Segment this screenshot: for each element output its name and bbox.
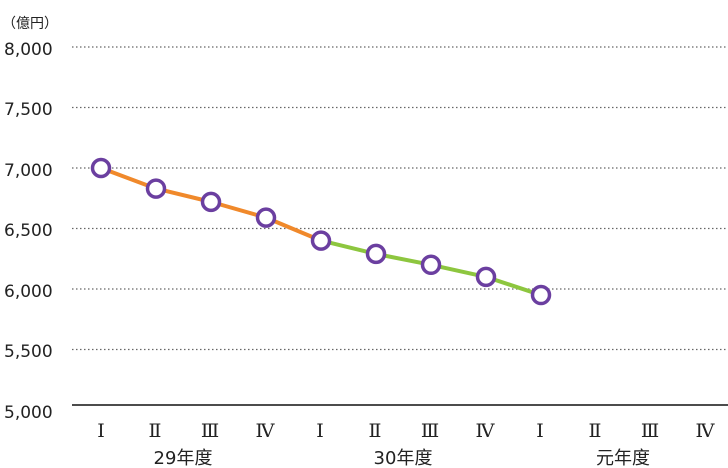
y-tick-label: 6,000: [4, 282, 53, 302]
data-point: [145, 178, 167, 199]
series-markers: [90, 157, 552, 306]
y-tick-label: 5,000: [4, 403, 53, 423]
data-point: [475, 266, 497, 288]
year-label: 元年度: [596, 448, 650, 468]
x-tick-label: Ⅲ: [641, 420, 659, 442]
y-tick-label: 6,500: [4, 221, 53, 241]
data-point: [530, 284, 552, 306]
data-point: [255, 207, 277, 228]
x-tick-label: Ⅲ: [201, 420, 219, 442]
y-tick-label: 7,500: [4, 100, 53, 120]
x-tick-label: Ⅳ: [696, 420, 716, 442]
x-tick-label: Ⅲ: [421, 420, 439, 442]
data-point: [200, 191, 222, 213]
gridlines: [72, 46, 728, 351]
x-tick-label: Ⅰ: [536, 420, 544, 442]
y-tick-label: 5,500: [4, 342, 53, 362]
year-label: 30年度: [374, 448, 433, 468]
data-point: [420, 254, 442, 276]
data-point: [310, 230, 332, 251]
x-tick-label: Ⅱ: [369, 420, 382, 442]
x-axis-year-labels: 29年度 30年度 元年度: [154, 448, 650, 468]
x-tick-label: Ⅱ: [589, 420, 602, 442]
x-axis-quarter-labels: Ⅰ Ⅱ Ⅲ Ⅳ Ⅰ Ⅱ Ⅲ Ⅳ Ⅰ Ⅱ Ⅲ Ⅳ: [97, 420, 715, 442]
x-tick-label: Ⅳ: [476, 420, 496, 442]
data-point: [90, 157, 112, 179]
y-tick-label: 7,000: [4, 161, 53, 181]
year-label: 29年度: [154, 448, 213, 468]
data-point: [365, 243, 387, 265]
y-axis-unit: （億円）: [2, 16, 58, 32]
y-tick-label: 8,000: [4, 40, 53, 60]
x-tick-label: Ⅰ: [97, 420, 105, 442]
x-tick-label: Ⅳ: [256, 420, 276, 442]
x-tick-label: Ⅱ: [149, 420, 162, 442]
y-axis-labels: 8,000 7,500 7,000 6,500 6,000 5,500 5,00…: [4, 40, 53, 423]
x-tick-label: Ⅰ: [316, 420, 324, 442]
